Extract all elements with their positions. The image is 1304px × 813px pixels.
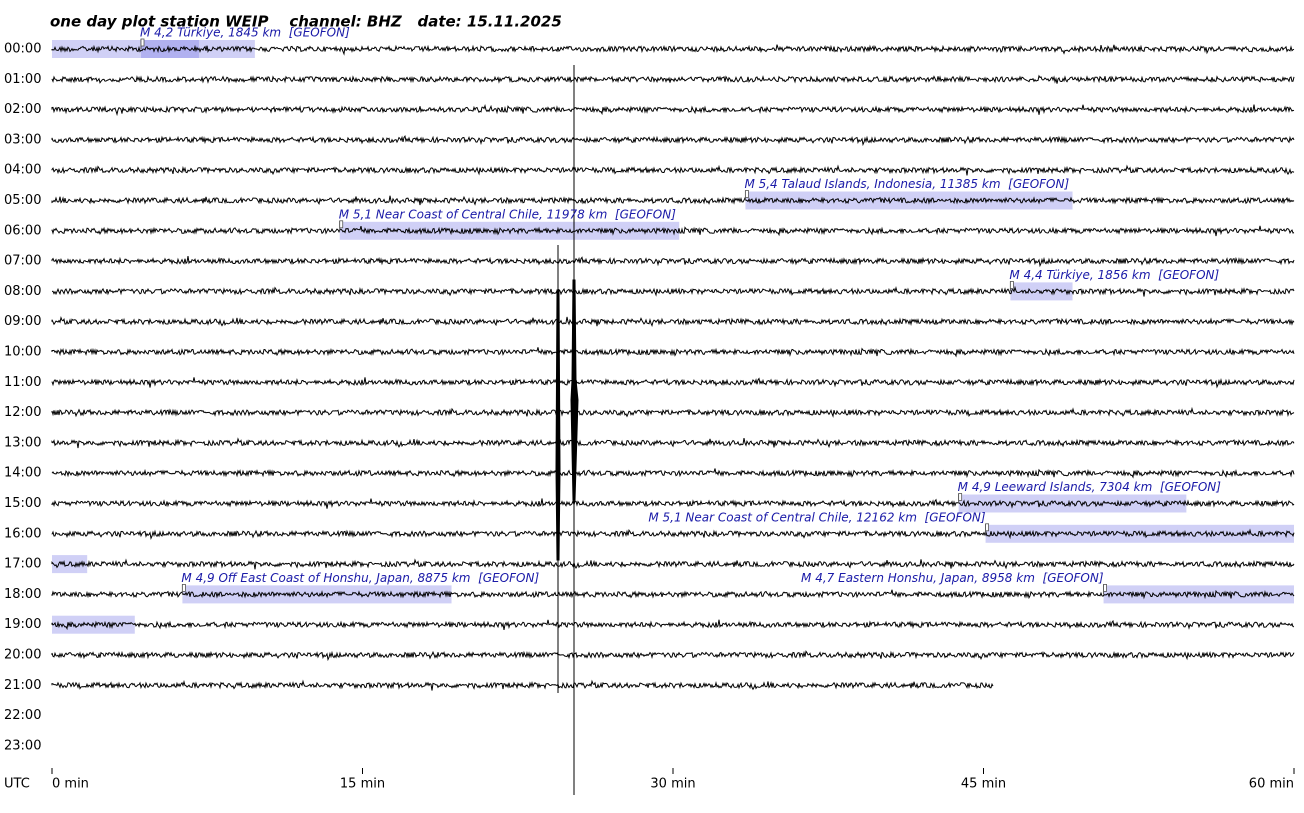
row-label: 00:00: [4, 42, 41, 57]
event-label: M 4,9 Leeward Islands, 7304 km [GEOFON]: [958, 480, 1222, 494]
trace: [51, 347, 1295, 358]
trace: [51, 44, 1295, 56]
row-label: 07:00: [4, 254, 41, 269]
trace: [51, 225, 1295, 237]
row-label: 12:00: [4, 405, 41, 420]
trace: [51, 437, 1295, 449]
row-label: 09:00: [4, 314, 41, 329]
strong-signal: [555, 65, 579, 795]
row-label: 14:00: [4, 466, 41, 481]
trace: [51, 74, 1295, 84]
event-highlight: [52, 555, 88, 574]
x-tick-label: 0 min: [52, 777, 89, 792]
row-label: 01:00: [4, 72, 41, 87]
trace: [51, 468, 1295, 479]
trace: [51, 164, 1295, 176]
event-flag: [1010, 280, 1014, 289]
event-highlight: [52, 615, 135, 634]
trace: [51, 285, 1295, 297]
chart-title: one day plot station WEIP channel: BHZ d…: [50, 13, 562, 31]
x-tick-label: 60 min: [1249, 777, 1294, 792]
event-label: M 5,4 Talaud Islands, Indonesia, 11385 k…: [744, 177, 1069, 191]
trace: [51, 498, 1295, 509]
trace: [51, 558, 1295, 570]
row-label: 18:00: [4, 587, 41, 602]
event-label: M 4,2 Türkiye, 1845 km [GEOFON]: [140, 26, 350, 40]
trace: [51, 377, 1295, 389]
x-tick-label: 15 min: [340, 777, 385, 792]
trace: [51, 528, 1295, 540]
trace: [51, 256, 1295, 268]
x-tick-label: 30 min: [650, 777, 695, 792]
trace: [51, 679, 994, 691]
row-label: 05:00: [4, 193, 41, 208]
row-label: 15:00: [4, 496, 41, 511]
traces: [51, 44, 1295, 691]
event-highlight: [745, 191, 1073, 210]
row-label: 02:00: [4, 102, 41, 117]
event-label: M 4,7 Eastern Honshu, Japan, 8958 km [GE…: [801, 571, 1104, 585]
x-tick-label: 45 min: [961, 777, 1006, 792]
row-label: 04:00: [4, 163, 41, 178]
event-flag: [958, 493, 963, 501]
event-flag: [140, 38, 145, 47]
annotations: M 4,2 Türkiye, 1845 km [GEOFON] M 5,4 Tal…: [140, 26, 1221, 595]
trace: [51, 619, 1295, 631]
trace: [51, 589, 1295, 600]
row-label: 08:00: [4, 284, 41, 299]
row-label: 20:00: [4, 648, 41, 663]
trace: [51, 650, 1295, 662]
row-label: 21:00: [4, 678, 41, 693]
event-label: M 5,1 Near Coast of Central Chile, 11978…: [339, 207, 677, 221]
trace: [51, 316, 1295, 327]
row-label: 06:00: [4, 223, 41, 238]
row-label: 03:00: [4, 132, 41, 147]
event-flag: [1103, 584, 1107, 592]
highlights: [52, 40, 1294, 634]
event-label: M 4,4 Türkiye, 1856 km [GEOFON]: [1009, 268, 1219, 282]
trace: [51, 103, 1295, 117]
row-label: 22:00: [4, 708, 41, 723]
row-label: 19:00: [4, 617, 41, 632]
trace: [51, 406, 1295, 418]
event-flag: [985, 523, 989, 532]
event-flag: [745, 190, 749, 198]
row-label: 16:00: [4, 526, 41, 541]
row-label: 10:00: [4, 345, 41, 360]
row-label: 13:00: [4, 435, 41, 450]
event-label: M 5,1 Near Coast of Central Chile, 12162…: [648, 510, 986, 524]
trace: [51, 195, 1295, 206]
row-label: 23:00: [4, 738, 41, 753]
event-flag: [339, 220, 344, 229]
event-highlight: [182, 585, 452, 604]
row-label: 17:00: [4, 557, 41, 572]
event-label: M 4,9 Off East Coast of Honshu, Japan, 8…: [181, 571, 539, 585]
row-axis-label: UTC: [4, 777, 30, 792]
trace: [51, 135, 1295, 147]
row-label: 11:00: [4, 375, 41, 390]
event-flag: [182, 584, 186, 592]
